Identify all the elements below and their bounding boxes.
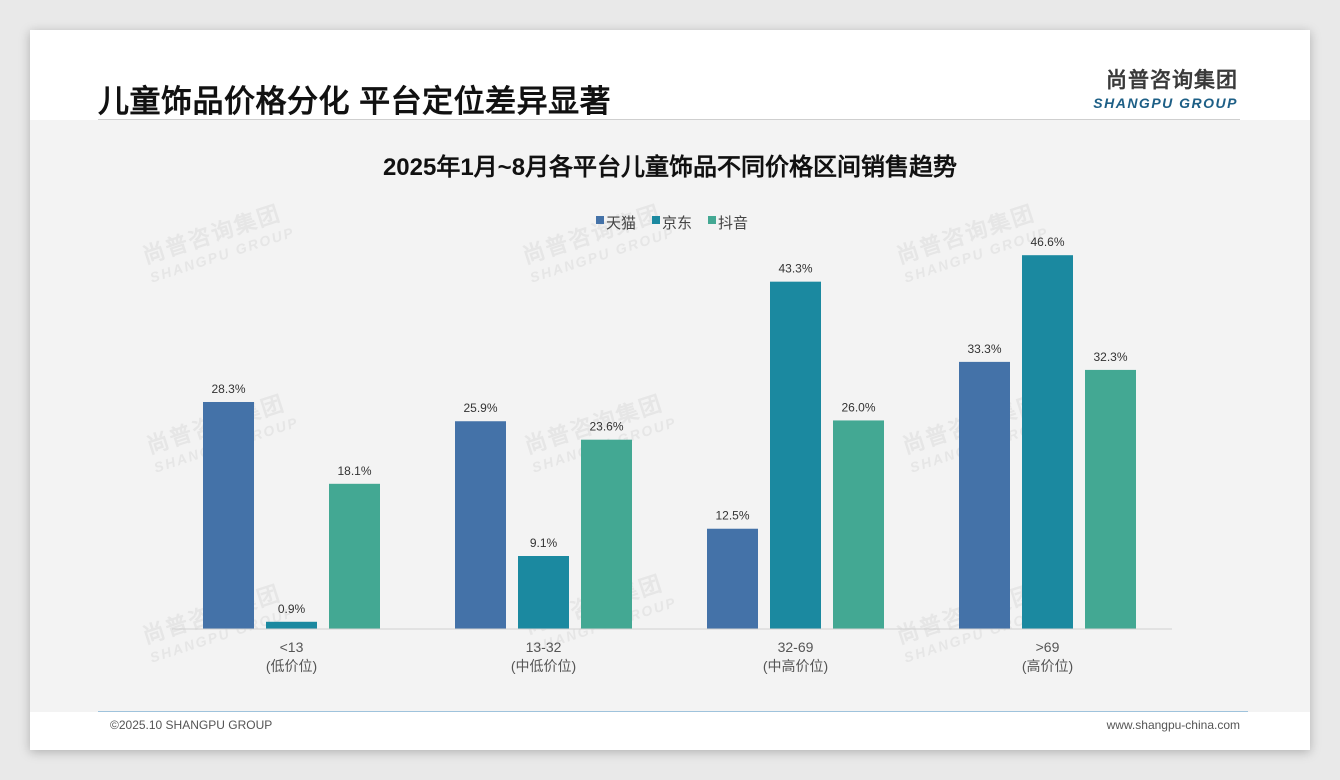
bar-1-1 [518, 556, 569, 629]
footer-divider [98, 711, 1248, 712]
company-logo: 尚普咨询集团 SHANGPU GROUP [1093, 64, 1238, 111]
bar-chart: 2025年1月~8月各平台儿童饰品不同价格区间销售趋势 天猫 京东 抖音 28.3%… [172, 153, 1172, 674]
x-tick-sublabel-1: (中低价位) [511, 658, 576, 674]
header-divider [98, 119, 1240, 120]
data-label-1-0: 25.9% [463, 401, 497, 415]
bar-3-0 [959, 361, 1010, 629]
x-tick-label-2: 32-69 [778, 639, 814, 655]
legend-swatch-1 [652, 216, 660, 224]
data-label-0-1: 0.9% [278, 602, 306, 616]
data-label-1-2: 23.6% [589, 420, 623, 434]
chart-legend: 天猫 京东 抖音 [596, 215, 748, 232]
legend-label-2: 抖音 [718, 215, 748, 232]
legend-swatch-2 [708, 216, 716, 224]
page-title: 儿童饰品价格分化 平台定位差异显著 [98, 84, 612, 119]
x-tick-sublabel-2: (中高价位) [763, 658, 828, 674]
bar-1-0 [455, 421, 506, 629]
logo-english-text: SHANGPU GROUP [1093, 95, 1238, 111]
bar-0-1 [266, 621, 317, 629]
bar-3-2 [1085, 369, 1136, 629]
bar-1-2 [581, 439, 632, 629]
chart-title: 2025年1月~8月各平台儿童饰品不同价格区间销售趋势 [383, 153, 957, 181]
data-label-1-1: 9.1% [530, 536, 558, 550]
chart-bars: 28.3% 0.9% 18.1% 25.9% 9.1% 23.6% 12.5% 43.3% 26… [203, 235, 1136, 629]
footer-website: www.shangpu-china.com [1106, 718, 1240, 732]
data-label-0-2: 18.1% [337, 464, 371, 478]
x-tick-sublabel-0: (低价位) [266, 658, 317, 674]
bar-0-0 [203, 401, 254, 629]
legend-label-1: 京东 [662, 215, 692, 232]
x-tick-label-0: <13 [280, 639, 304, 655]
x-tick-sublabel-3: (高价位) [1022, 658, 1073, 674]
x-tick-label-3: >69 [1036, 639, 1060, 655]
bar-0-2 [329, 483, 380, 629]
data-label-2-1: 43.3% [778, 262, 812, 276]
x-tick-label-1: 13-32 [526, 639, 562, 655]
legend-swatch-0 [596, 216, 604, 224]
x-axis-labels: <13 (低价位) 13-32 (中低价位) 32-69 (中高价位) >69 (高价位) [266, 639, 1073, 674]
bar-2-2 [833, 420, 884, 629]
data-label-3-0: 33.3% [967, 342, 1001, 356]
logo-chinese-text: 尚普咨询集团 [1106, 69, 1238, 92]
header: 儿童饰品价格分化 平台定位差异显著 尚普咨询集团 SHANGPU GROUP [30, 30, 1310, 120]
bar-2-0 [707, 528, 758, 629]
data-label-2-0: 12.5% [715, 509, 749, 523]
slide: 儿童饰品价格分化 平台定位差异显著 尚普咨询集团 SHANGPU GROUP 尚… [30, 30, 1310, 750]
footer-copyright: ©2025.10 SHANGPU GROUP [110, 718, 273, 732]
data-label-2-2: 26.0% [841, 400, 875, 414]
bar-3-1 [1022, 255, 1073, 629]
footer: ©2025.10 SHANGPU GROUP www.shangpu-china… [30, 712, 1310, 750]
bar-2-1 [770, 281, 821, 629]
data-label-3-1: 46.6% [1030, 235, 1064, 249]
data-label-3-2: 32.3% [1093, 350, 1127, 364]
data-label-0-0: 28.3% [211, 382, 245, 396]
legend-label-0: 天猫 [606, 215, 636, 232]
